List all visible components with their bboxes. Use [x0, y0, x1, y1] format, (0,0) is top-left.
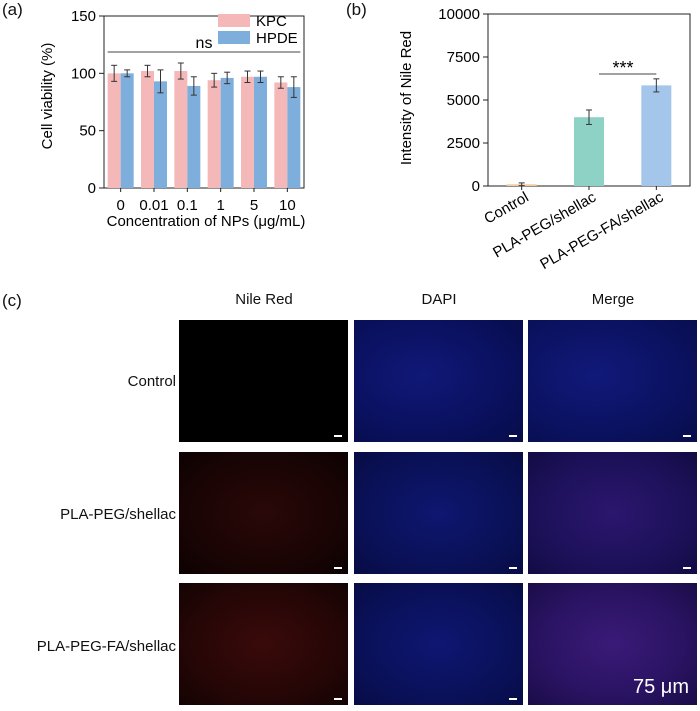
chart-b-bar: [574, 117, 604, 186]
chart-a-bar-hpde: [187, 85, 201, 188]
column-header-dapi: DAPI: [421, 291, 457, 308]
chart-b-x-tick-label: PLA-PEG-FA/shellac: [537, 188, 667, 273]
micrograph-control-merge: [528, 320, 697, 442]
micrograph-control-dapi: [354, 320, 523, 442]
micrograph-pla-peg-shellac-nile-red: [179, 452, 348, 574]
chart-a-plot-frame: [103, 15, 305, 189]
panel-label-a: (a): [2, 0, 23, 19]
chart-b-y-tick-label: 7500: [447, 49, 480, 66]
chart-b-y-tick-label: 2500: [447, 135, 480, 152]
chart-a-y-tick-label: 0: [88, 180, 96, 197]
chart-b-y-tick-label: 0: [472, 178, 480, 195]
chart-b-significance-label: ***: [612, 58, 633, 78]
column-header-merge: Merge: [591, 291, 635, 308]
chart-a-x-tick-label: 1: [216, 197, 224, 214]
chart-a-y-tick-label: 50: [79, 123, 96, 140]
chart-a-x-tick-label: 10: [279, 197, 296, 214]
chart-a-bar-hpde: [220, 77, 234, 188]
micrograph-control-nile-red: [179, 320, 348, 442]
scale-bar: [509, 435, 517, 437]
scale-bar: [509, 567, 517, 569]
row-label-control: Control: [127, 373, 176, 390]
chart-a-bar-kpc: [241, 76, 254, 188]
scale-bar: [334, 435, 342, 437]
chart-b-y-tick-label: 5000: [447, 92, 480, 109]
chart-a-legend-label: KPC: [256, 13, 287, 30]
micrograph-pla-peg-fa-shellac-merge: 75 μm: [528, 583, 697, 705]
scale-bar: [509, 698, 517, 700]
micrograph-pla-peg-fa-shellac-dapi: [354, 583, 523, 705]
chart-a-x-tick-label: 0.01: [139, 197, 168, 214]
micrograph-pla-peg-shellac-dapi: [354, 452, 523, 574]
chart-a-bar-hpde: [120, 73, 134, 188]
chart-a-bar-hpde: [287, 87, 301, 188]
panel-label-b: (b): [346, 0, 367, 19]
chart-a-significance-label: ns: [196, 35, 213, 52]
chart-a-bar-kpc: [174, 71, 188, 188]
row-label-pla-peg-shellac: PLA-PEG/shellac: [60, 506, 176, 523]
chart-a-y-axis-label: Cell viability (%): [39, 43, 56, 150]
panel-label-c: (c): [2, 291, 22, 310]
micrograph-pla-peg-shellac-merge: [528, 452, 697, 574]
chart-b-y-axis-label: Intensity of Nile Red: [398, 31, 415, 165]
scale-bar-label: 75 μm: [633, 676, 689, 698]
column-header-nile-red: Nile Red: [235, 291, 293, 308]
scale-bar: [334, 698, 342, 700]
micrograph-pla-peg-fa-shellac-nile-red: [179, 583, 348, 705]
chart-a-legend-swatch: [218, 14, 250, 27]
scale-bar: [683, 435, 691, 437]
row-label-pla-peg-fa-shellac: PLA-PEG-FA/shellac: [36, 638, 176, 655]
chart-b-bar: [641, 85, 672, 186]
chart-a-legend-label: HPDE: [256, 30, 298, 47]
chart-a-bar-hpde: [154, 81, 167, 188]
chart-b-y-tick-label: 10000: [438, 6, 480, 23]
chart-a-legend-swatch: [218, 31, 250, 44]
scale-bar: [683, 567, 691, 569]
chart-a-y-tick-label: 100: [71, 65, 96, 82]
chart-a-y-tick-label: 150: [71, 8, 96, 25]
chart-a-bar-kpc: [274, 82, 288, 188]
chart-a-x-axis-label: Concentration of NPs (μg/mL): [107, 213, 306, 230]
chart-a-bar-kpc: [107, 73, 121, 188]
chart-a-x-tick-label: 5: [250, 197, 258, 214]
chart-a-bar-kpc: [141, 71, 154, 188]
nile-red-intensity-chart: 025005000750010000ControlPLA-PEG/shellac…: [398, 6, 691, 273]
chart-a-bar-kpc: [207, 80, 221, 188]
scale-bar: [334, 567, 342, 569]
chart-a-x-tick-label: 0.1: [177, 197, 198, 214]
chart-a-x-tick-label: 0: [116, 197, 124, 214]
chart-b-x-tick-label: Control: [481, 189, 531, 228]
chart-a-bar-hpde: [254, 76, 267, 188]
